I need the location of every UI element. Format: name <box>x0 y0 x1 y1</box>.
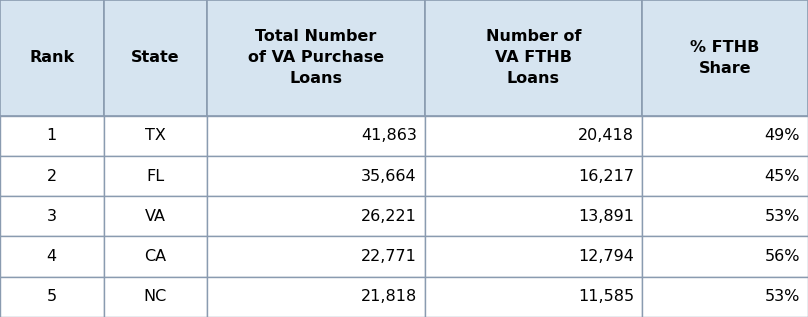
Bar <box>425 116 642 156</box>
Text: 49%: 49% <box>764 128 800 143</box>
Bar <box>0 116 103 156</box>
Bar <box>642 116 808 156</box>
Text: 5: 5 <box>47 289 57 304</box>
Text: 16,217: 16,217 <box>579 169 634 184</box>
Text: % FTHB
Share: % FTHB Share <box>691 40 760 76</box>
Bar <box>103 156 207 196</box>
Bar <box>207 196 425 236</box>
Bar <box>425 0 642 116</box>
Bar <box>425 236 642 277</box>
Text: FL: FL <box>146 169 165 184</box>
Bar <box>425 196 642 236</box>
Bar <box>103 116 207 156</box>
Text: VA: VA <box>145 209 166 224</box>
Text: Total Number
of VA Purchase
Loans: Total Number of VA Purchase Loans <box>248 29 384 86</box>
Bar <box>642 277 808 317</box>
Text: TX: TX <box>145 128 166 143</box>
Text: 4: 4 <box>47 249 57 264</box>
Bar <box>103 236 207 277</box>
Text: 45%: 45% <box>764 169 800 184</box>
Bar <box>425 156 642 196</box>
Text: 2: 2 <box>47 169 57 184</box>
Text: 11,585: 11,585 <box>579 289 634 304</box>
Text: 41,863: 41,863 <box>361 128 417 143</box>
Bar <box>207 277 425 317</box>
Text: 35,664: 35,664 <box>361 169 417 184</box>
Text: Number of
VA FTHB
Loans: Number of VA FTHB Loans <box>486 29 581 86</box>
Bar <box>0 156 103 196</box>
Text: 1: 1 <box>47 128 57 143</box>
Text: 13,891: 13,891 <box>579 209 634 224</box>
Bar <box>207 0 425 116</box>
Text: 22,771: 22,771 <box>361 249 417 264</box>
Bar <box>0 277 103 317</box>
Bar <box>207 116 425 156</box>
Text: NC: NC <box>144 289 167 304</box>
Text: 20,418: 20,418 <box>579 128 634 143</box>
Text: 12,794: 12,794 <box>579 249 634 264</box>
Text: 3: 3 <box>47 209 57 224</box>
Bar <box>0 0 103 116</box>
Bar <box>103 277 207 317</box>
Bar <box>207 236 425 277</box>
Bar <box>642 156 808 196</box>
Text: Rank: Rank <box>29 50 74 65</box>
Text: 53%: 53% <box>764 209 800 224</box>
Bar <box>425 277 642 317</box>
Bar <box>642 236 808 277</box>
Text: 56%: 56% <box>764 249 800 264</box>
Text: 26,221: 26,221 <box>361 209 417 224</box>
Bar <box>0 236 103 277</box>
Bar <box>0 196 103 236</box>
Bar <box>103 0 207 116</box>
Text: 53%: 53% <box>764 289 800 304</box>
Text: 21,818: 21,818 <box>360 289 417 304</box>
Bar <box>103 196 207 236</box>
Bar <box>642 196 808 236</box>
Text: State: State <box>131 50 179 65</box>
Text: CA: CA <box>145 249 166 264</box>
Bar <box>207 156 425 196</box>
Bar <box>642 0 808 116</box>
